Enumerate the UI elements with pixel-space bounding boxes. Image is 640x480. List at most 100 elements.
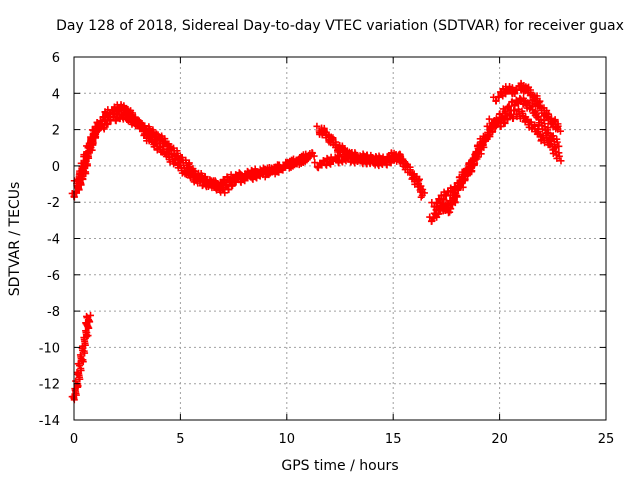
data-point xyxy=(83,329,91,337)
y-tick-labels: -14 -12 -10 -8 -6 -4 -2 0 2 4 6 xyxy=(39,51,60,429)
data-point xyxy=(149,129,157,137)
data-point xyxy=(434,210,442,218)
axis-ticks xyxy=(73,56,607,421)
data-point xyxy=(73,176,81,184)
data-point xyxy=(520,81,528,89)
data-point xyxy=(80,162,88,170)
y-tick-label: -2 xyxy=(47,196,60,211)
y-tick-label: 6 xyxy=(52,51,60,66)
data-point xyxy=(420,189,428,197)
data-point xyxy=(189,167,197,175)
data-point xyxy=(557,157,565,165)
data-point xyxy=(82,168,90,176)
data-point xyxy=(396,151,404,159)
data-point xyxy=(524,99,532,107)
data-point xyxy=(325,133,333,141)
data-point xyxy=(84,142,92,150)
series-late-arc-C xyxy=(485,105,565,165)
data-point xyxy=(77,179,85,187)
data-point xyxy=(550,145,558,153)
data-point xyxy=(89,140,97,148)
data-point xyxy=(104,120,112,128)
chart-title: Day 128 of 2018, Sidereal Day-to-day VTE… xyxy=(56,18,624,34)
data-point xyxy=(455,182,463,190)
data-point xyxy=(221,189,229,197)
data-point xyxy=(400,159,408,167)
x-tick-label: 5 xyxy=(176,432,184,447)
y-axis-label: SDTVAR / TECUs xyxy=(7,182,23,297)
data-point xyxy=(522,116,530,124)
x-tick-label: 25 xyxy=(598,432,615,447)
data-point xyxy=(526,118,534,126)
data-point xyxy=(76,351,84,359)
y-tick-label: -14 xyxy=(39,414,60,429)
data-point xyxy=(75,360,83,368)
data-point xyxy=(449,187,457,195)
data-point xyxy=(76,167,84,175)
data-point xyxy=(313,122,321,130)
data-point xyxy=(497,123,505,131)
x-tick-label: 10 xyxy=(279,432,296,447)
data-point xyxy=(492,97,500,105)
data-point xyxy=(556,127,564,135)
data-point xyxy=(375,155,383,163)
data-point xyxy=(351,153,359,161)
data-point xyxy=(141,122,149,130)
data-point xyxy=(79,356,87,364)
data-point xyxy=(306,150,314,158)
x-tick-labels: 0 5 10 15 20 25 xyxy=(70,432,614,447)
data-point xyxy=(332,140,340,148)
data-point xyxy=(535,130,543,138)
data-point xyxy=(408,170,416,178)
data-point xyxy=(451,198,459,206)
data-point xyxy=(416,186,424,194)
x-tick-label: 20 xyxy=(491,432,508,447)
data-point xyxy=(440,196,448,204)
data-point xyxy=(446,205,454,213)
data-point xyxy=(92,130,100,138)
series-late-dip-offset xyxy=(428,133,491,211)
grid-lines xyxy=(74,57,606,420)
data-point xyxy=(509,114,517,122)
y-tick-label: 2 xyxy=(52,124,60,139)
data-point xyxy=(538,104,546,112)
data-point xyxy=(165,143,173,151)
data-point xyxy=(533,113,541,121)
data-point xyxy=(483,135,491,143)
data-point xyxy=(83,314,91,322)
data-point xyxy=(201,174,209,182)
y-tick-label: -8 xyxy=(47,305,60,320)
data-point xyxy=(82,152,90,160)
data-point xyxy=(151,140,159,148)
data-point xyxy=(83,321,91,329)
data-point xyxy=(75,185,83,193)
data-point xyxy=(510,106,518,114)
y-tick-label: -12 xyxy=(39,378,60,393)
data-point xyxy=(467,161,475,169)
data-point xyxy=(479,137,487,145)
data-point xyxy=(80,334,88,341)
series-early-descending-arc xyxy=(68,311,95,404)
x-tick-label: 0 xyxy=(70,432,78,447)
data-point xyxy=(445,209,453,217)
data-point xyxy=(399,155,407,163)
data-point xyxy=(177,154,185,162)
y-tick-label: -10 xyxy=(39,341,60,356)
data-point xyxy=(372,156,380,164)
y-tick-label: 0 xyxy=(52,160,60,175)
series-main-arc-offset xyxy=(70,109,314,197)
series-late-arc-A xyxy=(490,79,564,135)
data-point xyxy=(555,142,563,150)
data-point xyxy=(100,123,108,131)
data-point xyxy=(555,152,563,160)
data-point xyxy=(153,130,161,138)
series-middle-arc-offset xyxy=(311,150,407,172)
data-points xyxy=(68,79,565,404)
data-point xyxy=(547,114,555,122)
data-point xyxy=(214,182,222,190)
data-point xyxy=(546,140,554,148)
data-point xyxy=(225,186,233,194)
data-point xyxy=(553,138,561,146)
data-point xyxy=(465,169,473,177)
